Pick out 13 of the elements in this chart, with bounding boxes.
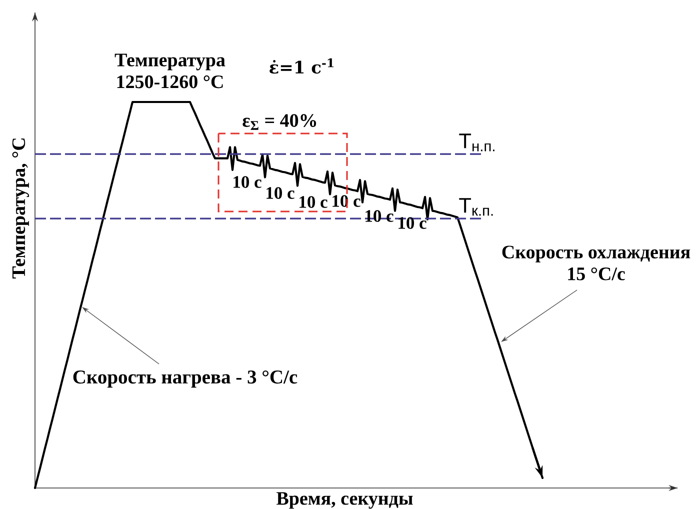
annotation: 10 с xyxy=(234,176,262,188)
annotation: Скорость охлаждения 15 °C/с xyxy=(502,246,690,280)
annotation: 10 с xyxy=(300,196,328,208)
y-axis-title: Температура, °C xyxy=(12,138,30,279)
x-axis-title: Время, секунды xyxy=(276,492,413,509)
annotation: ε$_{Σ}$ = 40% xyxy=(242,114,316,130)
annotation: 10 с xyxy=(266,187,294,199)
ref-line-label: T$_{к.п.}$ xyxy=(459,198,493,216)
text: ε̇=1 с$^{-1}$ xyxy=(270,58,334,74)
annotation: 10 с xyxy=(398,217,426,229)
ref-line-label: T$_{н.п.}$ xyxy=(459,134,494,152)
text: Температура 1250-1260 °C xyxy=(114,54,226,88)
annotation: Скорость нагрева - 3 °C/с xyxy=(73,370,298,388)
